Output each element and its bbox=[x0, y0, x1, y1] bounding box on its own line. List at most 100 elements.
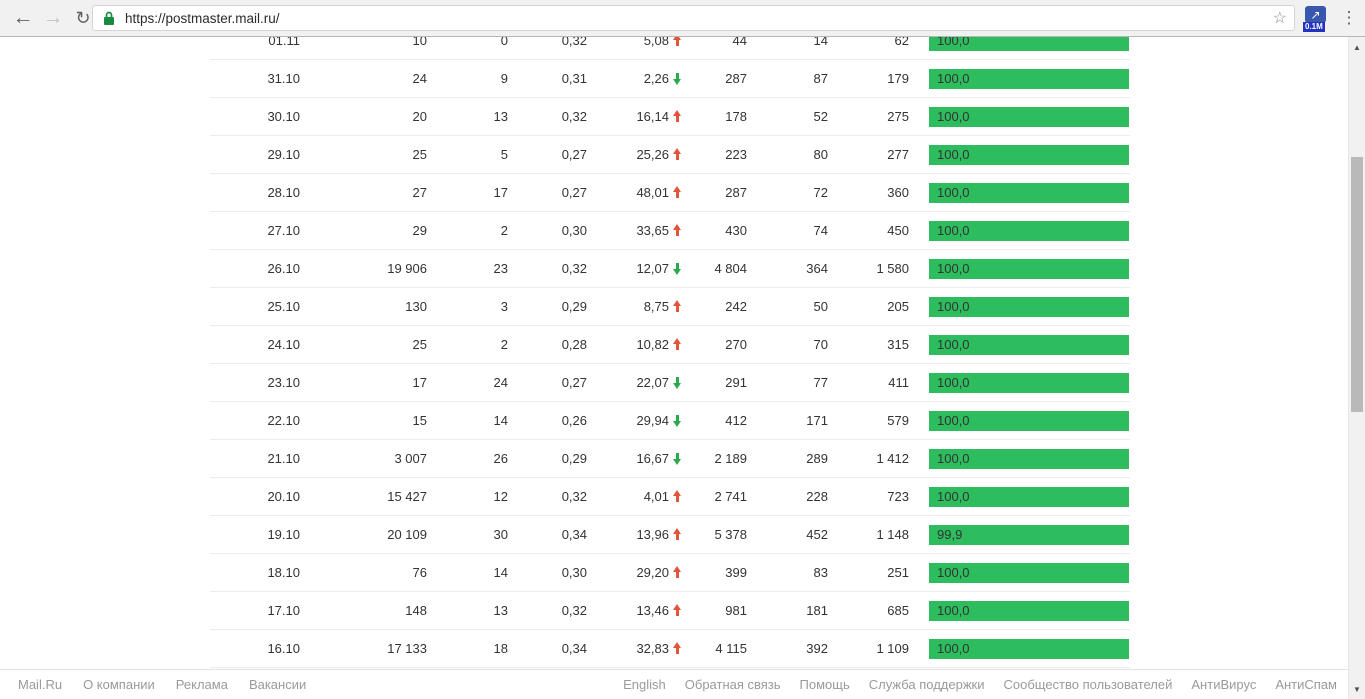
trend-cell: 48,01 bbox=[587, 185, 682, 200]
value-cell: 275 bbox=[887, 109, 909, 124]
trend-down-arrow-icon bbox=[673, 414, 682, 427]
value-cell: 392 bbox=[806, 641, 828, 656]
trend-cell: 2,26 bbox=[587, 71, 682, 86]
scroll-down-icon[interactable]: ▼ bbox=[1353, 684, 1361, 694]
value-cell: 80 bbox=[813, 147, 828, 162]
trend-value: 29,94 bbox=[636, 413, 669, 428]
value-cell: 1 109 bbox=[876, 641, 909, 656]
reputation-bar: 100,0 bbox=[929, 106, 1129, 127]
footer-left-links: Mail.Ru О компании Реклама Вакансии bbox=[18, 677, 327, 692]
trend-value: 16,14 bbox=[636, 109, 669, 124]
footer-link[interactable]: О компании bbox=[83, 677, 155, 692]
value-cell: 723 bbox=[887, 489, 909, 504]
reputation-bar: 100,0 bbox=[929, 220, 1129, 241]
table-row: 20.10 15 427 12 0,32 4,01 2 741 228 723 100,0 bbox=[210, 478, 1130, 516]
trend-up-arrow-icon bbox=[673, 642, 682, 655]
table-row: 31.10 24 9 0,31 2,26 287 87 179 100,0 bbox=[210, 60, 1130, 98]
bookmark-star-icon[interactable]: ☆ bbox=[1272, 10, 1287, 27]
value-cell: 0,32 bbox=[561, 261, 587, 276]
value-cell: 52 bbox=[813, 109, 828, 124]
value-cell: 0,27 bbox=[561, 375, 587, 390]
scroll-up-icon[interactable]: ▲ bbox=[1353, 42, 1361, 52]
reputation-cell: 100,0 bbox=[909, 372, 1130, 393]
extension-badge: 0.1M bbox=[1303, 22, 1325, 32]
value-cell: 981 bbox=[725, 603, 747, 618]
trend-value: 29,20 bbox=[636, 565, 669, 580]
value-cell: 277 bbox=[887, 147, 909, 162]
table-row: 19.10 20 109 30 0,34 13,96 5 378 452 1 148 99,9 bbox=[210, 516, 1130, 554]
trend-down-arrow-icon bbox=[673, 262, 682, 275]
row-date: 01.11 bbox=[268, 37, 300, 48]
value-cell: 0,28 bbox=[561, 337, 587, 352]
footer-link[interactable]: English bbox=[623, 677, 666, 692]
value-cell: 0,27 bbox=[561, 185, 587, 200]
footer-link[interactable]: АнтиСпам bbox=[1275, 677, 1337, 692]
value-cell: 26 bbox=[493, 451, 508, 466]
footer-link[interactable]: АнтиВирус bbox=[1191, 677, 1257, 692]
reputation-cell: 100,0 bbox=[909, 182, 1130, 203]
reputation-bar: 100,0 bbox=[929, 372, 1129, 393]
reload-button[interactable]: ↻ bbox=[75, 7, 91, 28]
footer-link[interactable]: Mail.Ru bbox=[18, 677, 63, 692]
extension-icon[interactable]: ↗ bbox=[1305, 6, 1326, 23]
trend-value: 12,07 bbox=[636, 261, 669, 276]
value-cell: 0,32 bbox=[561, 109, 587, 124]
value-cell: 14 bbox=[493, 413, 508, 428]
row-date: 17.10 bbox=[267, 603, 300, 618]
trend-cell: 16,14 bbox=[587, 109, 682, 124]
trend-up-arrow-icon bbox=[673, 300, 682, 313]
trend-value: 5,08 bbox=[643, 37, 669, 48]
value-cell: 0,34 bbox=[561, 527, 587, 542]
url-text[interactable]: https://postmaster.mail.ru/ bbox=[125, 11, 280, 26]
trend-value: 13,46 bbox=[636, 603, 669, 618]
row-date: 26.10 bbox=[267, 261, 300, 276]
reputation-cell: 100,0 bbox=[909, 562, 1130, 583]
value-cell: 1 412 bbox=[876, 451, 909, 466]
footer-link[interactable]: Служба поддержки bbox=[868, 677, 985, 692]
reputation-bar: 99,9 bbox=[929, 524, 1129, 545]
scrollbar-thumb[interactable] bbox=[1351, 157, 1363, 412]
reputation-cell: 100,0 bbox=[909, 106, 1130, 127]
row-date: 30.10 bbox=[267, 109, 300, 124]
row-date: 22.10 bbox=[267, 413, 300, 428]
value-cell: 5 bbox=[500, 147, 508, 162]
reputation-cell: 100,0 bbox=[909, 486, 1130, 507]
value-cell: 74 bbox=[813, 223, 828, 238]
footer-link[interactable]: Вакансии bbox=[248, 677, 307, 692]
value-cell: 2 bbox=[500, 337, 508, 352]
page-content: 01.11 10 0 0,32 5,08 44 14 62 100,0 31.10 24 9 0,31 2… bbox=[0, 37, 1365, 699]
trend-down-arrow-icon bbox=[673, 376, 682, 389]
value-cell: 25 bbox=[412, 147, 427, 162]
forward-button[interactable]: → bbox=[42, 6, 64, 29]
value-cell: 2 bbox=[500, 223, 508, 238]
trend-up-arrow-icon bbox=[673, 186, 682, 199]
footer-right-links: English Обратная связь Помощь Служба поддер… bbox=[604, 677, 1337, 692]
value-cell: 287 bbox=[725, 71, 747, 86]
scrollbar[interactable]: ▲ ▼ bbox=[1348, 37, 1365, 699]
value-cell: 15 bbox=[412, 413, 427, 428]
value-cell: 179 bbox=[887, 71, 909, 86]
row-date: 29.10 bbox=[267, 147, 300, 162]
back-button[interactable]: ← bbox=[12, 6, 34, 29]
value-cell: 15 427 bbox=[387, 489, 427, 504]
address-bar[interactable]: https://postmaster.mail.ru/ ☆ bbox=[92, 5, 1295, 31]
footer-link[interactable]: Обратная связь bbox=[684, 677, 781, 692]
footer-link[interactable]: Помощь bbox=[799, 677, 850, 692]
trend-value: 48,01 bbox=[636, 185, 669, 200]
trend-up-arrow-icon bbox=[673, 110, 682, 123]
https-lock-icon[interactable] bbox=[103, 11, 115, 31]
trend-value: 10,82 bbox=[636, 337, 669, 352]
reputation-bar: 100,0 bbox=[929, 37, 1129, 51]
footer-link[interactable]: Реклама bbox=[175, 677, 228, 692]
row-date: 18.10 bbox=[267, 565, 300, 580]
browser-menu-icon[interactable]: ⋮ bbox=[1340, 8, 1358, 27]
value-cell: 4 804 bbox=[714, 261, 747, 276]
value-cell: 23 bbox=[493, 261, 508, 276]
reputation-cell: 100,0 bbox=[909, 144, 1130, 165]
value-cell: 685 bbox=[887, 603, 909, 618]
value-cell: 14 bbox=[493, 565, 508, 580]
footer-link[interactable]: Сообщество пользователей bbox=[1003, 677, 1173, 692]
value-cell: 25 bbox=[412, 337, 427, 352]
value-cell: 50 bbox=[813, 299, 828, 314]
value-cell: 13 bbox=[493, 109, 508, 124]
